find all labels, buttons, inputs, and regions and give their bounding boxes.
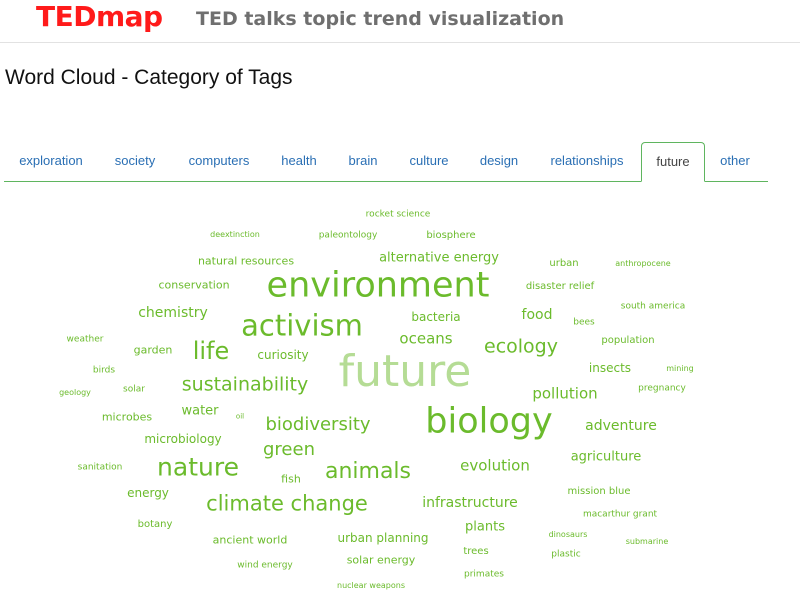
tab-brain[interactable]: brain	[348, 153, 378, 168]
word[interactable]: ecology	[484, 335, 558, 358]
word[interactable]: bees	[573, 317, 595, 328]
word[interactable]: trees	[463, 546, 489, 557]
page-title: Word Cloud - Category of Tags	[5, 66, 293, 89]
word[interactable]: biology	[425, 401, 553, 442]
word[interactable]: biodiversity	[265, 414, 371, 435]
tab-relationships[interactable]: relationships	[550, 153, 624, 168]
word[interactable]: urban	[549, 258, 579, 269]
word[interactable]: green	[263, 439, 315, 460]
word[interactable]: microbiology	[144, 432, 222, 446]
word[interactable]: sanitation	[77, 462, 123, 473]
word[interactable]: oil	[235, 412, 245, 421]
word[interactable]: agriculture	[570, 449, 642, 465]
word[interactable]: pregnancy	[638, 383, 686, 394]
word[interactable]: adventure	[585, 418, 657, 434]
word[interactable]: climate change	[206, 491, 368, 516]
tab-society[interactable]: society	[114, 153, 156, 168]
category-tabs: exploration society computers health bra…	[4, 142, 768, 182]
word[interactable]: macarthur grant	[582, 509, 658, 520]
word[interactable]: plants	[465, 519, 505, 535]
tab-other[interactable]: other	[720, 153, 750, 168]
word[interactable]: activism	[241, 308, 363, 343]
word[interactable]: paleontology	[318, 230, 378, 241]
tab-exploration[interactable]: exploration	[19, 153, 83, 168]
word[interactable]: garden	[133, 343, 173, 357]
word[interactable]: sustainability	[181, 373, 309, 396]
word-cloud: rocket science deextinction paleontology…	[0, 185, 800, 600]
tab-health[interactable]: health	[281, 153, 317, 168]
word[interactable]: south america	[620, 301, 686, 312]
tab-future[interactable]: future	[641, 142, 705, 182]
word[interactable]: biosphere	[426, 230, 476, 241]
word[interactable]: urban planning	[337, 531, 429, 545]
word[interactable]: deextinction	[210, 230, 260, 239]
app-logo[interactable]: TEDmap	[36, 0, 163, 33]
word[interactable]: animals	[324, 459, 412, 484]
word[interactable]: natural resources	[197, 254, 295, 268]
word[interactable]: bacteria	[411, 310, 461, 324]
word[interactable]: primates	[464, 569, 504, 580]
word[interactable]: evolution	[460, 456, 530, 475]
word[interactable]: pollution	[532, 384, 598, 403]
word[interactable]: wind energy	[237, 560, 293, 571]
word[interactable]: microbes	[101, 410, 153, 424]
word[interactable]: environment	[266, 265, 490, 306]
word[interactable]: ancient world	[212, 533, 288, 547]
tab-culture[interactable]: culture	[409, 153, 449, 168]
word[interactable]: population	[601, 335, 655, 346]
word[interactable]: mission blue	[567, 486, 631, 497]
word[interactable]: energy	[127, 486, 169, 500]
word[interactable]: rocket science	[365, 209, 431, 220]
word[interactable]: solar energy	[346, 553, 416, 567]
word[interactable]: life	[192, 337, 230, 365]
word[interactable]: conservation	[158, 278, 230, 292]
word[interactable]: alternative energy	[379, 250, 499, 266]
tab-computers[interactable]: computers	[188, 153, 250, 168]
word[interactable]: oceans	[399, 329, 453, 348]
word[interactable]: chemistry	[138, 305, 208, 321]
word[interactable]: food	[521, 307, 553, 323]
tab-design[interactable]: design	[479, 153, 519, 168]
word[interactable]: insects	[588, 361, 632, 375]
word[interactable]: water	[181, 403, 219, 419]
word[interactable]: nuclear weapons	[337, 581, 405, 590]
word[interactable]: geology	[59, 388, 91, 397]
word[interactable]: disaster relief	[525, 281, 595, 292]
word[interactable]: curiosity	[257, 348, 309, 362]
app-tagline: TED talks topic trend visualization	[196, 8, 565, 30]
word-future-highlight[interactable]: future	[338, 346, 472, 397]
word[interactable]: infrastructure	[422, 495, 518, 511]
word[interactable]: fish	[281, 472, 301, 486]
word[interactable]: solar	[123, 384, 145, 395]
word[interactable]: botany	[137, 519, 173, 530]
word[interactable]: mining	[666, 364, 694, 373]
word[interactable]: birds	[92, 365, 116, 376]
word[interactable]: anthropocene	[615, 259, 671, 268]
word[interactable]: submarine	[625, 537, 669, 546]
word[interactable]: dinosaurs	[548, 530, 588, 539]
word[interactable]: plastic	[551, 549, 581, 560]
word[interactable]: weather	[66, 334, 104, 345]
word[interactable]: nature	[157, 452, 239, 482]
app-header: TEDmap TED talks topic trend visualizati…	[0, 0, 800, 43]
